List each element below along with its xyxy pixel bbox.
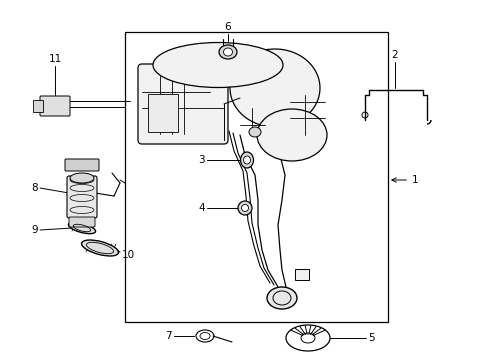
Ellipse shape: [68, 222, 95, 234]
Text: 6: 6: [224, 22, 231, 32]
Ellipse shape: [229, 49, 319, 127]
Ellipse shape: [243, 156, 250, 164]
Bar: [148, 94, 178, 132]
Text: 10: 10: [122, 250, 135, 260]
Bar: [33, 100, 43, 112]
Text: 9: 9: [31, 225, 38, 235]
Bar: [294, 269, 308, 280]
Ellipse shape: [81, 240, 118, 256]
FancyBboxPatch shape: [67, 176, 97, 218]
Text: 3: 3: [198, 155, 204, 165]
Text: 1: 1: [391, 175, 418, 185]
Ellipse shape: [70, 173, 94, 183]
FancyBboxPatch shape: [69, 217, 95, 227]
Ellipse shape: [257, 109, 326, 161]
Ellipse shape: [266, 287, 296, 309]
Text: 7: 7: [165, 331, 172, 341]
FancyBboxPatch shape: [65, 159, 99, 171]
Ellipse shape: [219, 45, 237, 59]
Ellipse shape: [238, 201, 251, 215]
Text: 5: 5: [367, 333, 374, 343]
Text: 8: 8: [31, 183, 38, 193]
Text: 2: 2: [391, 50, 398, 60]
FancyBboxPatch shape: [138, 64, 227, 144]
Ellipse shape: [223, 48, 232, 56]
FancyBboxPatch shape: [40, 96, 70, 116]
Ellipse shape: [241, 204, 248, 211]
Ellipse shape: [248, 127, 261, 137]
Ellipse shape: [153, 42, 283, 87]
Text: 11: 11: [48, 54, 61, 64]
Text: 4: 4: [198, 203, 204, 213]
Bar: [125, 32, 387, 322]
Ellipse shape: [240, 152, 253, 168]
